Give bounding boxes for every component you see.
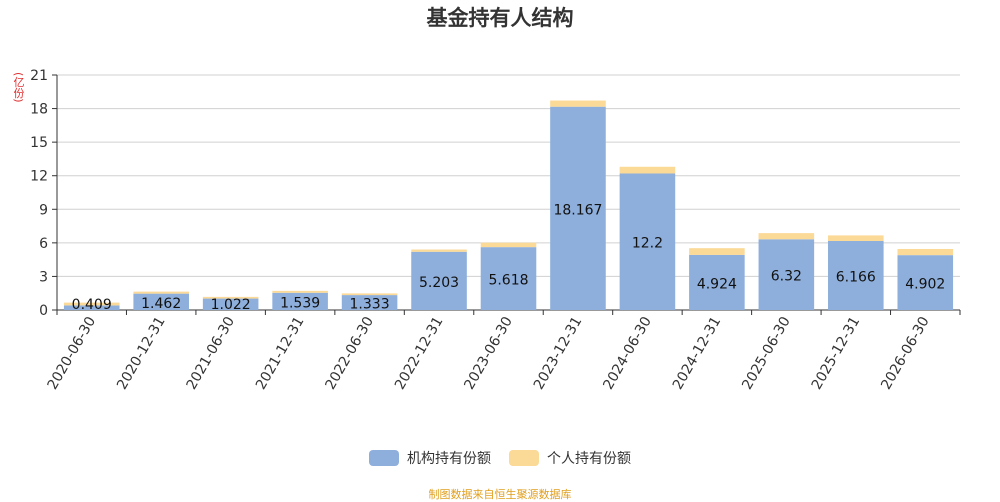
y-tick-label: 21 [30, 68, 48, 84]
chart-title: 基金持有人结构 [426, 6, 574, 30]
x-tick-label: 2024-12-31 [670, 314, 725, 392]
x-tick-label: 2020-12-31 [114, 314, 169, 392]
y-tick-label: 9 [39, 202, 48, 218]
bar-individual [619, 166, 676, 174]
bar-institutional [63, 305, 120, 310]
bar-individual [550, 100, 606, 107]
bar-institutional [619, 173, 676, 310]
data-label: 0.409 [72, 297, 112, 313]
y-tick-label: 0 [39, 303, 48, 319]
bar-individual [480, 242, 537, 248]
bar-individual [133, 291, 189, 294]
bar-institutional [758, 239, 815, 310]
legend-label-individual: 个人持有份额 [547, 451, 631, 467]
data-label: 4.902 [905, 277, 945, 293]
bar-individual [341, 293, 398, 296]
bar-individual [828, 235, 884, 241]
bar-institutional [411, 251, 467, 310]
bar-individual [202, 296, 259, 299]
y-tick-label: 15 [30, 135, 48, 151]
x-tick-label: 2025-06-30 [739, 314, 794, 392]
data-label: 1.333 [350, 297, 390, 313]
bar-institutional [897, 255, 954, 310]
bar-institutional [689, 254, 745, 310]
bar-individual [63, 302, 120, 306]
data-label: 18.167 [553, 202, 602, 218]
data-label: 6.32 [771, 269, 802, 285]
bar-institutional [480, 247, 537, 310]
bar-institutional [828, 240, 884, 310]
legend-item-institutional[interactable]: 机构持有份额 [369, 448, 491, 468]
x-tick-label: 2025-12-31 [809, 314, 864, 392]
data-label: 1.539 [280, 295, 320, 311]
data-label: 1.462 [141, 296, 181, 312]
x-tick-label: 2023-06-30 [461, 314, 516, 392]
y-tick-label: 3 [39, 269, 48, 285]
bar-institutional [202, 298, 259, 310]
x-tick-label: 2020-06-30 [45, 314, 100, 392]
bar-institutional [133, 293, 189, 310]
x-tick-label: 2023-12-31 [531, 314, 586, 392]
data-label: 5.618 [488, 273, 528, 289]
data-label: 1.022 [211, 297, 251, 313]
y-tick-label: 18 [30, 102, 48, 118]
x-tick-label: 2026-06-30 [878, 314, 933, 392]
data-label: 5.203 [419, 275, 459, 291]
data-label: 6.166 [836, 269, 876, 285]
bar-institutional [272, 292, 328, 310]
data-label: 4.924 [697, 276, 737, 292]
y-axis-unit: (亿份) [12, 72, 25, 103]
legend: 机构持有份额 个人持有份额 [0, 448, 1000, 468]
bar-individual [272, 290, 328, 293]
legend-swatch-individual [509, 450, 539, 466]
x-tick-label: 2021-12-31 [253, 314, 308, 392]
bar-individual [758, 233, 815, 240]
x-tick-label: 2022-06-30 [322, 314, 377, 392]
bar-institutional [341, 295, 398, 310]
bar-institutional [550, 106, 606, 310]
legend-swatch-institutional [369, 450, 399, 466]
x-tick-label: 2022-12-31 [392, 314, 447, 392]
bar-individual [897, 248, 954, 256]
legend-item-individual[interactable]: 个人持有份额 [509, 448, 631, 468]
x-tick-label: 2021-06-30 [184, 314, 239, 392]
legend-label-institutional: 机构持有份额 [407, 451, 491, 467]
y-tick-label: 12 [30, 169, 48, 185]
data-source-note: 制图数据来自恒生聚源数据库 [428, 488, 572, 501]
y-tick-label: 6 [39, 236, 48, 252]
bar-individual [411, 249, 467, 252]
data-label: 12.2 [632, 236, 663, 252]
bar-individual [689, 248, 745, 255]
x-tick-label: 2024-06-30 [600, 314, 655, 392]
